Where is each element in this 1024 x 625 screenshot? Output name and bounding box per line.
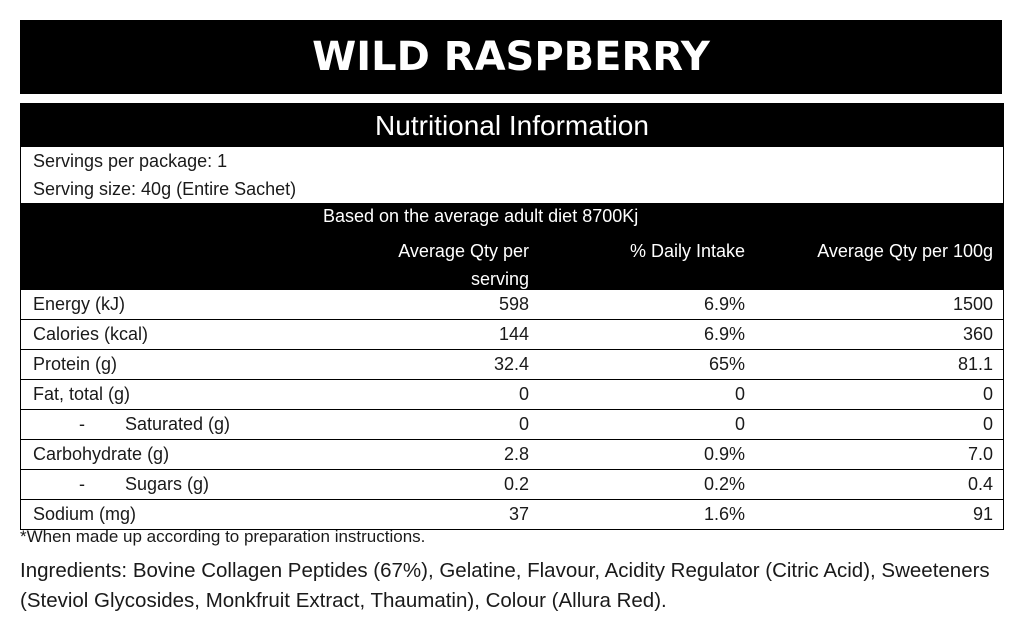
- row-label: Calories (kcal): [33, 324, 149, 344]
- ingredients-label: Ingredients:: [20, 559, 128, 582]
- row-per-serving: 598: [498, 294, 529, 314]
- row-label: Energy (kJ): [33, 294, 126, 314]
- sub-dash: -: [79, 414, 85, 434]
- row-label: - Sugars (g): [21, 474, 1003, 495]
- row-per-100g: 0.4: [967, 474, 993, 494]
- col-head-per-serving: Average Qty per serving: [349, 237, 529, 293]
- table-row: Fat, total (g) 0 0 0: [21, 379, 1003, 409]
- column-header-block: Based on the average adult diet 8700Kj A…: [21, 203, 1003, 290]
- row-per-100g: 81.1: [957, 354, 993, 374]
- ingredients-text: Bovine Collagen Peptides (67%), Gelatine…: [20, 559, 990, 612]
- ingredients: Ingredients: Bovine Collagen Peptides (6…: [20, 556, 1005, 616]
- row-per-serving: 37: [508, 504, 529, 524]
- row-daily-intake: 0: [734, 414, 745, 434]
- row-per-serving: 144: [498, 324, 529, 344]
- row-label: Fat, total (g): [33, 384, 131, 404]
- row-per-serving: 2.8: [503, 444, 529, 464]
- row-label-text: Saturated (g): [125, 414, 231, 434]
- diet-basis: Based on the average adult diet 8700Kj: [323, 206, 639, 226]
- nutrition-header-text: Nutritional Information: [375, 109, 649, 141]
- row-daily-intake: 6.9%: [703, 324, 745, 344]
- row-label-text: Sugars (g): [125, 474, 210, 494]
- row-label: - Saturated (g): [21, 414, 1003, 435]
- table-row-sub: - Saturated (g) 0 0 0: [21, 409, 1003, 439]
- servings-per-package: Servings per package: 1: [33, 151, 228, 171]
- row-per-100g: 360: [962, 324, 993, 344]
- row-per-100g: 7.0: [967, 444, 993, 464]
- row-label: Sodium (mg): [33, 504, 137, 524]
- row-daily-intake: 6.9%: [703, 294, 745, 314]
- row-per-serving: 0: [518, 384, 529, 404]
- col-head-per-100g: Average Qty per 100g: [817, 241, 993, 261]
- row-per-100g: 0: [982, 384, 993, 404]
- table-row: Protein (g) 32.4 65% 81.1: [21, 349, 1003, 379]
- table-row: Energy (kJ) 598 6.9% 1500: [21, 290, 1003, 319]
- row-per-100g: 1500: [952, 294, 993, 314]
- table-row: Carbohydrate (g) 2.8 0.9% 7.0: [21, 439, 1003, 469]
- row-label: Protein (g): [33, 354, 118, 374]
- row-per-serving: 0: [518, 414, 529, 434]
- row-label: Carbohydrate (g): [33, 444, 170, 464]
- row-per-serving: 0.2: [503, 474, 529, 494]
- product-title: WILD RASPBERRY: [312, 34, 710, 80]
- row-daily-intake: 0.9%: [703, 444, 745, 464]
- sub-dash: -: [79, 474, 85, 494]
- col-head-per-serving-line2: serving: [470, 269, 529, 289]
- row-daily-intake: 65%: [708, 354, 745, 374]
- row-per-serving: 32.4: [493, 354, 529, 374]
- col-head-per-serving-line1: Average Qty per: [398, 241, 529, 261]
- row-daily-intake: 1.6%: [703, 504, 745, 524]
- row-daily-intake: 0: [734, 384, 745, 404]
- table-row: Calories (kcal) 144 6.9% 360: [21, 319, 1003, 349]
- serving-size: Serving size: 40g (Entire Sachet): [33, 179, 297, 199]
- table-row: Sodium (mg) 37 1.6% 91: [21, 499, 1003, 530]
- row-per-100g: 91: [972, 504, 993, 524]
- footnote: *When made up according to preparation i…: [20, 527, 426, 546]
- row-per-100g: 0: [982, 414, 993, 434]
- col-head-daily-intake: % Daily Intake: [629, 241, 745, 261]
- nutrition-rows: Energy (kJ) 598 6.9% 1500 Calories (kcal…: [21, 290, 1003, 530]
- table-row-sub: - Sugars (g) 0.2 0.2% 0.4: [21, 469, 1003, 499]
- nutrition-panel: Nutritional Information Servings per pac…: [20, 103, 1004, 530]
- nutrition-header: Nutritional Information: [21, 104, 1003, 147]
- product-title-bar: WILD RASPBERRY: [20, 20, 1002, 94]
- row-daily-intake: 0.2%: [703, 474, 745, 494]
